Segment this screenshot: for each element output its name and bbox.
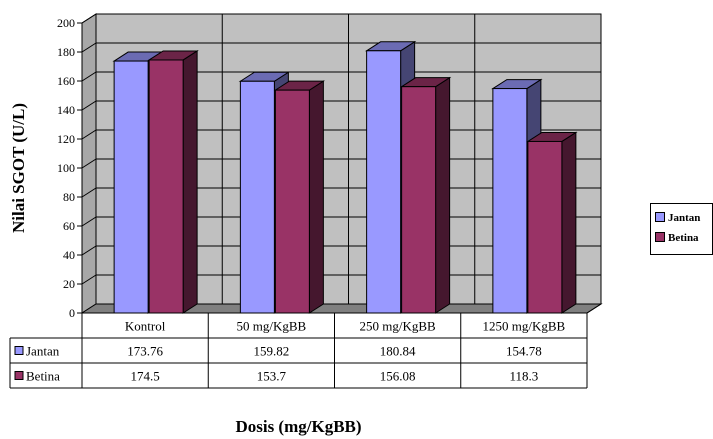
category-label-kontrol: Kontrol bbox=[125, 319, 166, 334]
gridline-side-160 bbox=[81, 71, 97, 82]
bar-betina-250-mg-kgbb bbox=[399, 76, 452, 314]
gridline-side-120 bbox=[81, 129, 97, 140]
bar-betina-50-mg-kgbb bbox=[273, 80, 326, 314]
data-label-betina-50-mg-kgbb: 153.7 bbox=[257, 369, 287, 384]
bar-side bbox=[435, 76, 451, 314]
bars bbox=[112, 40, 578, 314]
gridline-side-80 bbox=[81, 187, 97, 198]
bar-side bbox=[182, 50, 198, 314]
legend-label-jantan: Jantan bbox=[668, 212, 701, 224]
data-table: Kontrol 50 mg/KgBB 250 mg/KgBB 1250 mg/KgBB… bbox=[9, 303, 602, 389]
legend-item-jantan: Jantan bbox=[655, 211, 700, 225]
bar-front bbox=[527, 140, 563, 314]
legend-label-betina: Betina bbox=[668, 232, 699, 244]
legend: Jantan Betina bbox=[650, 203, 713, 255]
tick-label-100: 100 bbox=[57, 161, 75, 175]
bar-front bbox=[274, 89, 310, 314]
tick-label-40: 40 bbox=[63, 248, 75, 262]
y-axis-label: Nilai SGOT (U/L) bbox=[9, 103, 28, 233]
bar-side bbox=[308, 80, 324, 314]
category-label-250-mg-kgbb: 250 mg/KgBB bbox=[360, 319, 437, 334]
data-label-jantan-kontrol: 173.76 bbox=[127, 344, 163, 359]
tick-label-20: 20 bbox=[63, 277, 75, 291]
gridline-side-100 bbox=[81, 158, 97, 169]
data-label-betina-250-mg-kgbb: 156.08 bbox=[380, 369, 416, 384]
gridline-side-180 bbox=[81, 42, 97, 53]
gridline-side-140 bbox=[81, 100, 97, 111]
tick-label-80: 80 bbox=[63, 190, 75, 204]
gridline-side-200 bbox=[81, 13, 97, 24]
table-key-jantan bbox=[14, 346, 24, 355]
legend-item-betina: Betina bbox=[655, 231, 699, 245]
bar-front bbox=[113, 60, 149, 314]
gridline-side-60 bbox=[81, 216, 97, 227]
tick-label-140: 140 bbox=[57, 103, 75, 117]
bar-front bbox=[239, 80, 275, 314]
tick-label-180: 180 bbox=[57, 45, 75, 59]
x-axis-label: Dosis (mg/KgBB) bbox=[235, 417, 361, 436]
gridline-side-20 bbox=[81, 274, 97, 285]
data-label-jantan-50-mg-kgbb: 159.82 bbox=[254, 344, 290, 359]
tick-label-0: 0 bbox=[69, 306, 75, 320]
tick-label-160: 160 bbox=[57, 74, 75, 88]
data-label-jantan-250-mg-kgbb: 180.84 bbox=[380, 344, 416, 359]
bar-side bbox=[561, 131, 577, 314]
bar-front bbox=[148, 59, 184, 314]
bar-betina-kontrol bbox=[147, 50, 199, 314]
value-axis: 0 20 40 60 80 100 120 140 160 180 200 bbox=[57, 16, 83, 320]
data-label-betina-kontrol: 174.5 bbox=[131, 369, 160, 384]
table-depth-edge bbox=[586, 303, 602, 314]
legend-swatch-betina bbox=[655, 232, 665, 243]
bar-front bbox=[366, 50, 402, 314]
bar-betina-1250-mg-kgbb bbox=[526, 131, 578, 314]
table-key-betina bbox=[14, 371, 24, 380]
category-label-50-mg-kgbb: 50 mg/KgBB bbox=[237, 319, 307, 334]
tick-label-120: 120 bbox=[57, 132, 75, 146]
data-label-jantan-1250-mg-kgbb: 154.78 bbox=[506, 344, 542, 359]
bar-front bbox=[401, 86, 437, 314]
data-label-betina-1250-mg-kgbb: 118.3 bbox=[509, 369, 538, 384]
tick-label-200: 200 bbox=[57, 16, 75, 30]
category-label-1250-mg-kgbb: 1250 mg/KgBB bbox=[483, 319, 566, 334]
gridline-side-40 bbox=[81, 245, 97, 256]
bar-front bbox=[492, 88, 528, 314]
tick-label-60: 60 bbox=[63, 219, 75, 233]
table-series-label-betina: Betina bbox=[26, 369, 60, 384]
legend-swatch-jantan bbox=[655, 212, 665, 223]
table-series-label-jantan: Jantan bbox=[26, 344, 60, 359]
